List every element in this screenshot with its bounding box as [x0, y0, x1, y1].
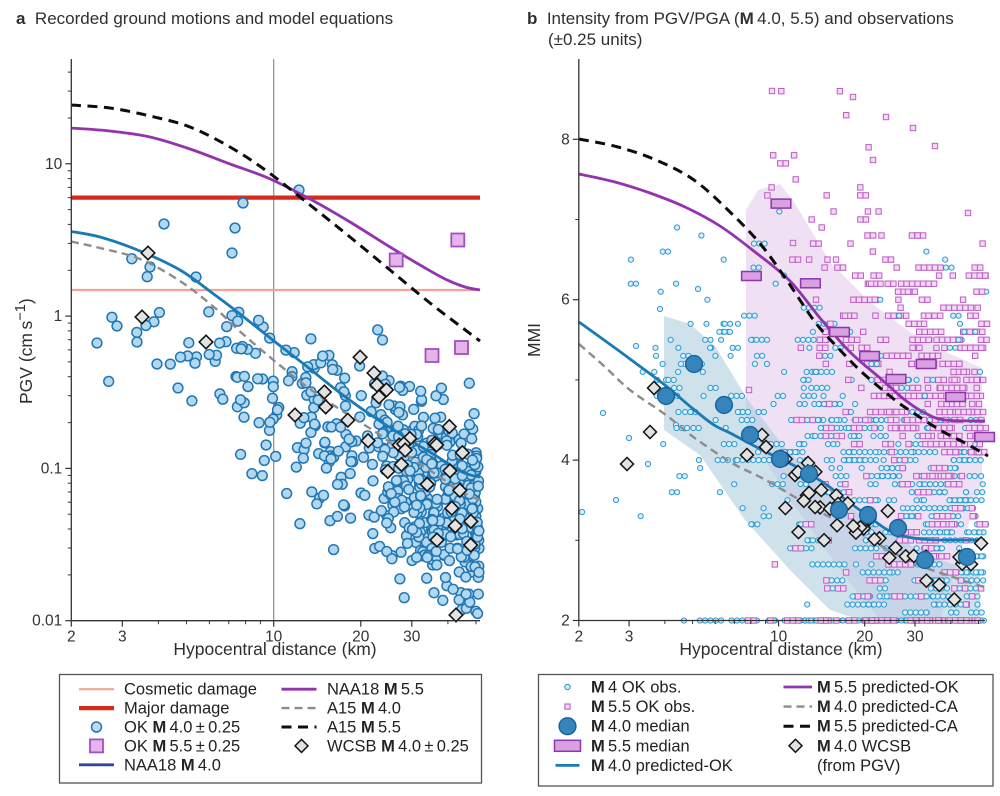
- svg-text:NAA18 M 5.5: NAA18 M 5.5: [327, 681, 424, 699]
- svg-text:Major damage: Major damage: [124, 700, 229, 718]
- svg-text:3: 3: [118, 629, 127, 646]
- svg-text:M 5.5 OK obs.: M 5.5 OK obs.: [591, 698, 695, 716]
- svg-text:4: 4: [561, 452, 570, 469]
- svg-text:1: 1: [54, 308, 63, 325]
- svg-text:Cosmetic damage: Cosmetic damage: [124, 681, 257, 699]
- svg-text:2: 2: [561, 613, 570, 630]
- svg-text:10: 10: [770, 629, 788, 646]
- svg-text:M 4 OK obs.: M 4 OK obs.: [591, 679, 681, 697]
- svg-text:M 4.0 WCSB: M 4.0 WCSB: [817, 737, 911, 755]
- svg-text:A15 M 5.5: A15 M 5.5: [327, 719, 401, 737]
- svg-text:A15 M 4.0: A15 M 4.0: [327, 700, 401, 718]
- svg-text:WCSB M 4.0 ± 0.25: WCSB M 4.0 ± 0.25: [327, 737, 469, 755]
- svg-text:10: 10: [45, 156, 63, 173]
- svg-text:30: 30: [403, 629, 421, 646]
- svg-text:M 5.5 predicted-CA: M 5.5 predicted-CA: [817, 718, 958, 736]
- svg-text:M 4.0 median: M 4.0 median: [591, 718, 690, 736]
- svg-text:10: 10: [265, 629, 283, 646]
- svg-text:3: 3: [625, 629, 634, 646]
- svg-text:20: 20: [856, 629, 874, 646]
- svg-text:0.1: 0.1: [41, 460, 63, 477]
- svg-text:2: 2: [67, 629, 76, 646]
- svg-text:20: 20: [352, 629, 370, 646]
- svg-text:M 4.0 predicted-OK: M 4.0 predicted-OK: [591, 757, 733, 775]
- svg-text:OK M 4.0 ± 0.25: OK M 4.0 ± 0.25: [124, 719, 240, 737]
- svg-text:M 5.5 median: M 5.5 median: [591, 737, 690, 755]
- svg-text:NAA18 M 4.0: NAA18 M 4.0: [124, 756, 221, 774]
- svg-text:0.01: 0.01: [32, 613, 62, 630]
- svg-text:2: 2: [574, 629, 583, 646]
- svg-text:M 5.5 predicted-OK: M 5.5 predicted-OK: [817, 679, 959, 697]
- svg-text:(from PGV): (from PGV): [817, 757, 900, 775]
- svg-text:30: 30: [906, 629, 924, 646]
- svg-text:6: 6: [561, 292, 570, 309]
- svg-text:M 4.0 predicted-CA: M 4.0 predicted-CA: [817, 698, 958, 716]
- svg-text:OK M 5.5 ± 0.25: OK M 5.5 ± 0.25: [124, 737, 240, 755]
- svg-text:8: 8: [561, 131, 570, 148]
